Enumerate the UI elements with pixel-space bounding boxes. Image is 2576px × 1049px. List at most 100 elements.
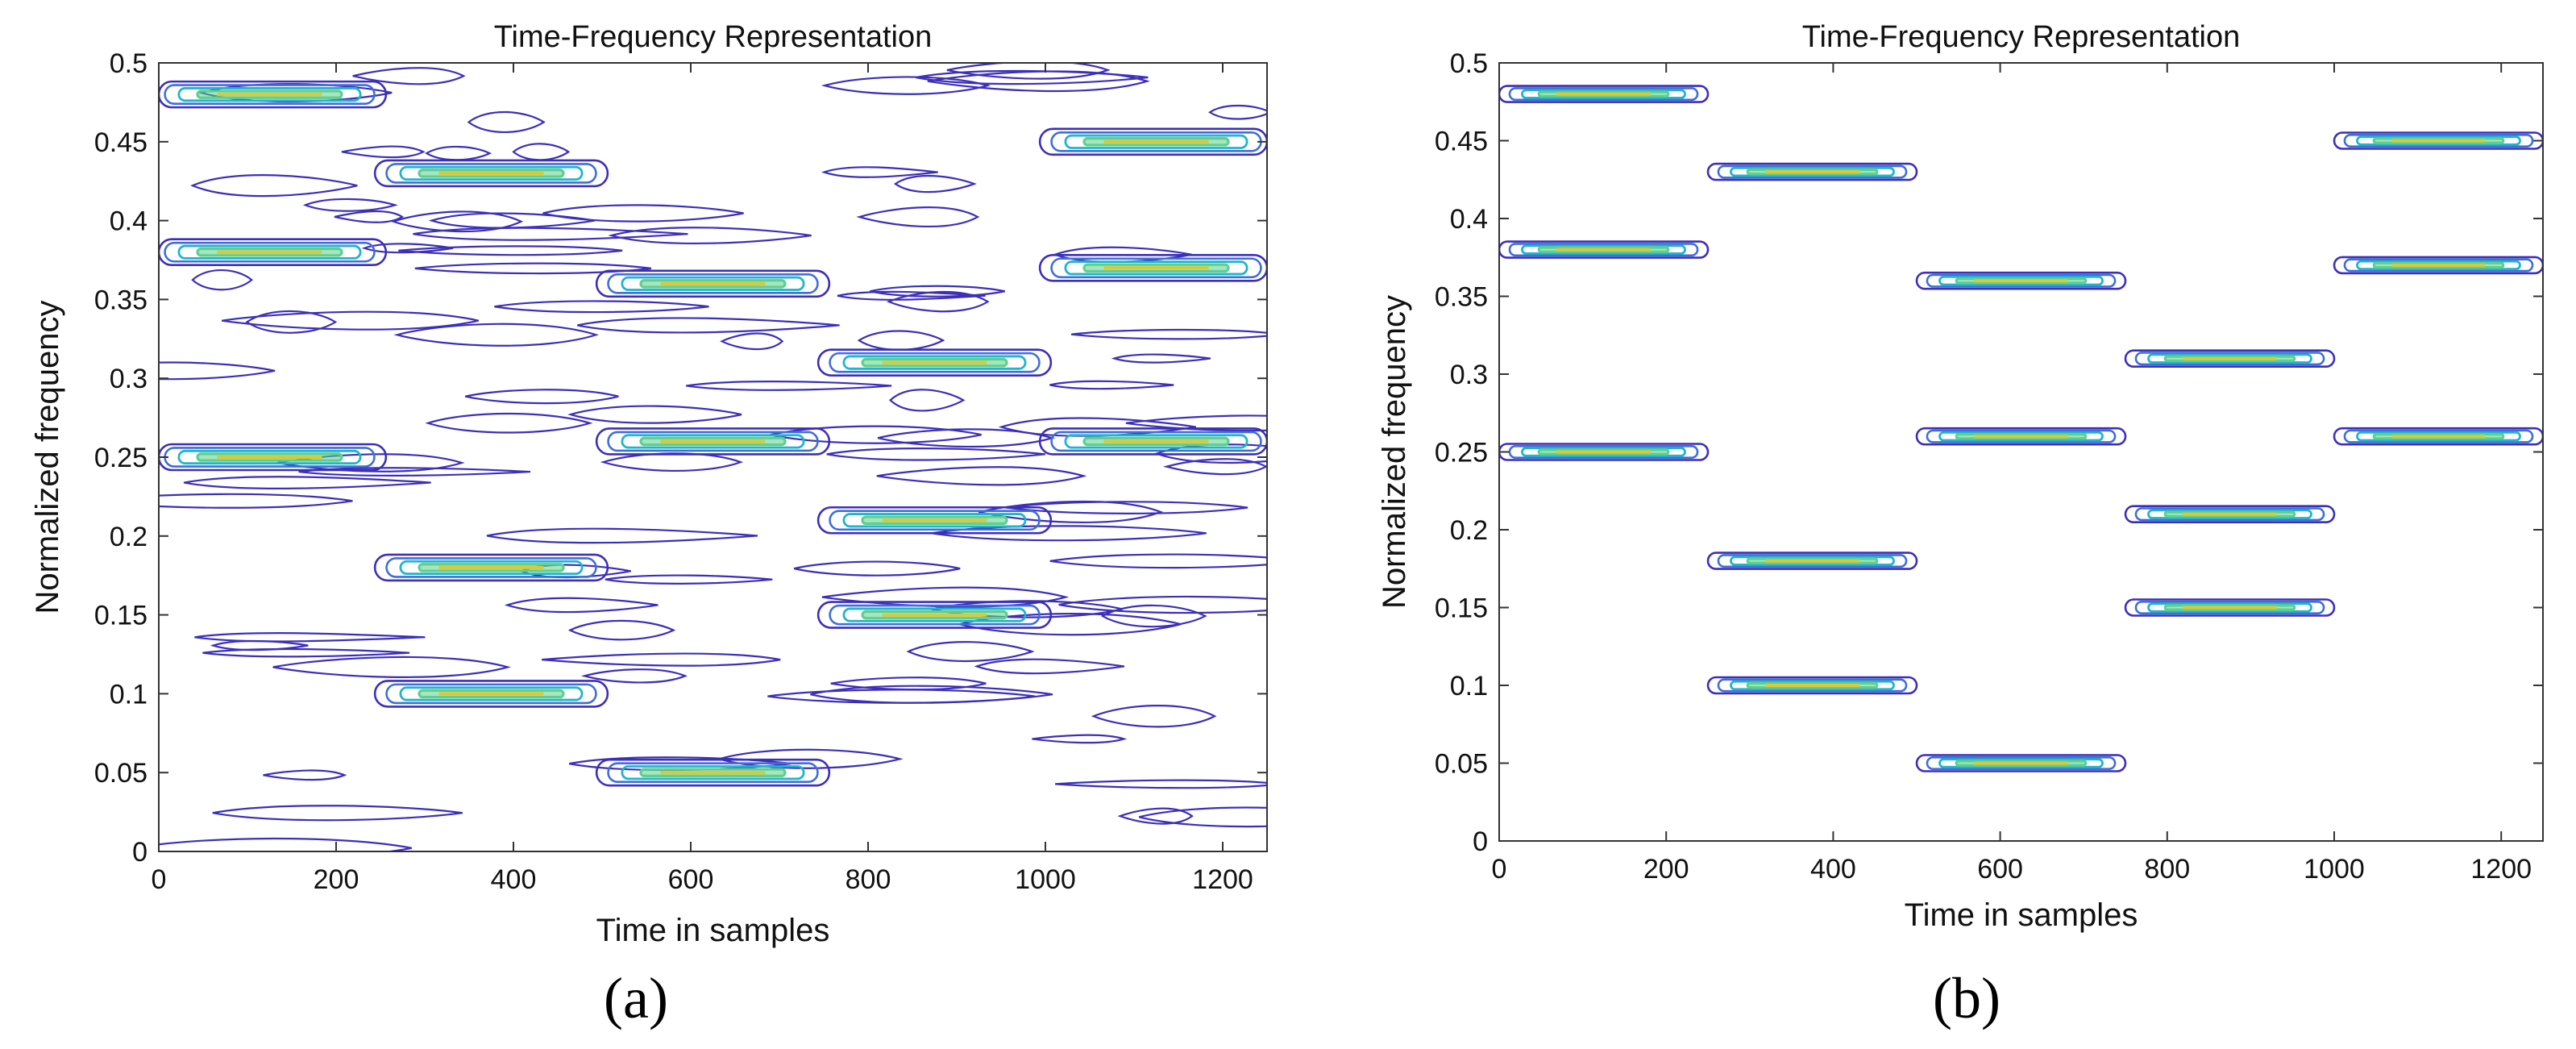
contour-level-3: [2147, 509, 2312, 519]
y-axis: 0 0.05 0.1 0.15 0.2 0.25 0.3 0.35 0.4 0.45 0.5: [1435, 48, 2543, 857]
contour-level-3: [2356, 260, 2521, 271]
contour-level-1: [816, 601, 1053, 629]
contour-level-2: [1050, 431, 1262, 452]
plot-title: Time-Frequency Representation: [494, 20, 933, 54]
y-tick-label: 0: [1473, 826, 1488, 857]
x-tick-label: 800: [846, 864, 891, 895]
contour-level-2: [1926, 429, 2117, 443]
contour-level-1: [816, 348, 1053, 377]
contour-level-2: [2343, 134, 2534, 148]
contour-level-3: [1938, 758, 2104, 768]
y-tick-label: 0.05: [1435, 749, 1488, 780]
contour-atom-7: [595, 269, 831, 298]
contour-level-2: [164, 241, 376, 263]
contour-level-3: [2356, 135, 2521, 146]
y-tick-label: 0.45: [1435, 127, 1488, 157]
y-tick-label: 0.15: [1435, 593, 1488, 624]
contour-atom-10: [2124, 349, 2336, 368]
interference-contour: [486, 527, 758, 544]
contour-atom-13: [2333, 131, 2543, 150]
interference-contour: [504, 597, 659, 614]
interference-contour: [567, 619, 676, 641]
interference-contour: [425, 412, 593, 434]
interference-contour: [686, 381, 892, 391]
contour-level-1: [816, 506, 1053, 535]
contour-atom-3: [159, 443, 388, 472]
y-tick-label: 0.25: [1435, 438, 1488, 468]
x-tick-label: 1000: [2304, 854, 2365, 885]
interference-contour: [978, 500, 1163, 524]
contour-level-3: [2147, 353, 2312, 364]
x-tick-label: 200: [1643, 854, 1689, 885]
y-tick-label: 0.4: [1450, 204, 1488, 235]
contour-atom-13: [1038, 127, 1267, 156]
contour-level-2: [607, 762, 819, 784]
y-tick-label: 0.1: [1450, 671, 1488, 701]
interference-contour: [393, 323, 600, 347]
contour-level-2: [2134, 352, 2325, 366]
contour-level-1: [1915, 271, 2127, 290]
interference-contour: [494, 300, 709, 314]
y-tick-label: 0: [132, 837, 147, 868]
contour-level-2: [2343, 429, 2534, 443]
interference-contour: [1208, 104, 1267, 120]
interference-contour: [183, 476, 431, 489]
interference-contour: [810, 685, 1053, 704]
contour-level-2: [2343, 258, 2534, 273]
contour-level-2: [385, 683, 597, 705]
contour-level-1: [1706, 552, 1918, 570]
interference-contour: [1005, 501, 1249, 514]
contour-level-1: [595, 758, 831, 787]
contour-level-1: [373, 553, 609, 582]
x-axis-label: Time in samples: [596, 913, 830, 948]
interference-contour: [830, 676, 987, 691]
contour-level-1: [2124, 598, 2336, 617]
plot-area: [1499, 85, 2543, 772]
contour-atom-8: [1915, 427, 2127, 446]
contour-level-3: [2356, 431, 2521, 442]
contour-level-3: [1730, 680, 1895, 691]
interference-contour: [425, 145, 492, 161]
interference-contour: [1100, 604, 1207, 628]
interference-contour: [580, 668, 688, 684]
contour-level-1: [1499, 240, 1710, 259]
contour-level-1: [2124, 349, 2336, 368]
contour-level-1: [595, 427, 831, 456]
interference-contour: [876, 466, 1087, 486]
interference-contour: [159, 493, 353, 509]
contour-level-3: [2147, 602, 2312, 613]
contour-level-1: [1706, 676, 1918, 695]
x-tick-label: 800: [2144, 854, 2190, 885]
interference-contour: [413, 227, 688, 241]
contour-level-2: [607, 431, 819, 452]
interference-contour: [1058, 595, 1267, 614]
interference-contour: [245, 310, 338, 334]
contour-level-3: [1064, 134, 1249, 149]
interference-contour: [414, 262, 652, 275]
y-tick-label: 0.25: [94, 443, 147, 473]
contour-level-2: [1050, 257, 1262, 279]
contour-level-2: [1926, 756, 2117, 770]
interference-contour: [272, 656, 512, 678]
contour-level-1: [159, 238, 388, 267]
interference-contour: [856, 206, 980, 227]
contour-level-1: [2333, 131, 2543, 150]
contour-atom-11: [2124, 505, 2336, 524]
contour-level-2: [1508, 87, 1699, 102]
contour-level-1: [159, 80, 388, 109]
x-tick-label: 0: [152, 864, 167, 895]
interference-contour: [1091, 705, 1217, 728]
x-tick-label: 0: [1492, 854, 1507, 885]
panel-b-time-frequency-plot: 0 200 400 600 800 1000 1200 0 0.05 0.1 0.15 0.2 0.25…: [1377, 20, 2544, 1030]
contour-level-2: [2134, 600, 2325, 614]
contour-atom-14: [2333, 256, 2543, 275]
y-tick-label: 0.3: [110, 364, 147, 394]
plot-area: [159, 63, 1267, 851]
y-tick-label: 0.05: [94, 758, 147, 789]
interference-contour: [341, 145, 426, 159]
x-axis-label: Time in samples: [1905, 897, 2138, 933]
contour-level-3: [399, 560, 584, 575]
contour-level-3: [1938, 431, 2104, 442]
y-tick-label: 0.3: [1450, 360, 1488, 390]
interference-contour: [210, 639, 309, 651]
